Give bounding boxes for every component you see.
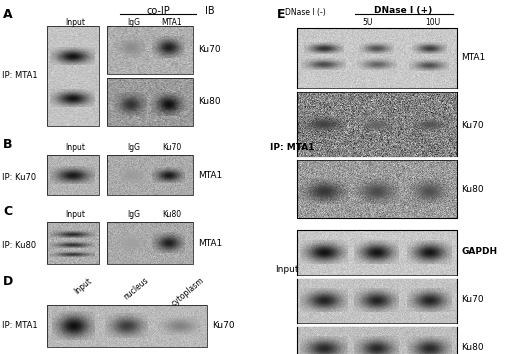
Text: MTA1: MTA1 <box>162 18 182 27</box>
Text: Input: Input <box>65 210 85 219</box>
Text: IgG: IgG <box>127 18 140 27</box>
Text: co-IP: co-IP <box>146 6 170 16</box>
Text: IP: MTA1: IP: MTA1 <box>270 143 314 153</box>
Text: IgG: IgG <box>127 143 140 152</box>
Text: Ku70: Ku70 <box>461 120 484 130</box>
Text: IP: MTA1: IP: MTA1 <box>2 320 38 330</box>
Bar <box>107 26 193 74</box>
Text: Ku70: Ku70 <box>461 296 484 304</box>
Text: A: A <box>3 8 13 21</box>
Text: MTA1: MTA1 <box>198 171 222 179</box>
Text: Ku70: Ku70 <box>198 46 221 55</box>
Text: IgG: IgG <box>127 210 140 219</box>
Bar <box>297 92 457 157</box>
Text: Ku80: Ku80 <box>162 210 181 219</box>
Bar <box>297 160 457 218</box>
Bar <box>297 230 457 354</box>
Text: IP: MTA1: IP: MTA1 <box>2 70 38 80</box>
Text: Ku70: Ku70 <box>162 143 182 152</box>
Bar <box>47 305 207 347</box>
Text: IB: IB <box>205 6 215 16</box>
Text: DNase I (+): DNase I (+) <box>374 6 432 15</box>
Text: Input: Input <box>275 266 299 274</box>
Text: GAPDH: GAPDH <box>461 247 497 257</box>
Text: IP: Ku80: IP: Ku80 <box>2 240 36 250</box>
Bar <box>297 28 457 88</box>
Bar <box>297 326 457 354</box>
Text: B: B <box>3 138 13 151</box>
Bar <box>47 155 99 195</box>
Text: cytoplasm: cytoplasm <box>170 276 206 308</box>
Text: Ku80: Ku80 <box>461 343 484 353</box>
Text: Input: Input <box>65 18 85 27</box>
Text: D: D <box>3 275 13 288</box>
Text: nucleus: nucleus <box>122 276 150 302</box>
Text: MTA1: MTA1 <box>461 53 485 63</box>
Text: Input: Input <box>65 143 85 152</box>
Text: MTA1: MTA1 <box>198 239 222 247</box>
Bar <box>297 28 457 218</box>
Text: Ku70: Ku70 <box>212 321 235 331</box>
Text: C: C <box>3 205 12 218</box>
Text: Ku80: Ku80 <box>461 184 484 194</box>
Text: 10U: 10U <box>425 18 441 27</box>
Bar <box>47 26 99 126</box>
Text: E: E <box>277 8 286 21</box>
Bar <box>107 78 193 126</box>
Bar <box>297 230 457 275</box>
Text: 5U: 5U <box>363 18 373 27</box>
Text: IP: Ku70: IP: Ku70 <box>2 173 36 183</box>
Text: Input: Input <box>72 276 93 296</box>
Bar <box>297 278 457 323</box>
Bar <box>107 222 193 264</box>
Text: DNase I (-): DNase I (-) <box>285 8 325 17</box>
Text: Ku80: Ku80 <box>198 97 221 107</box>
Bar <box>47 222 99 264</box>
Bar <box>107 155 193 195</box>
